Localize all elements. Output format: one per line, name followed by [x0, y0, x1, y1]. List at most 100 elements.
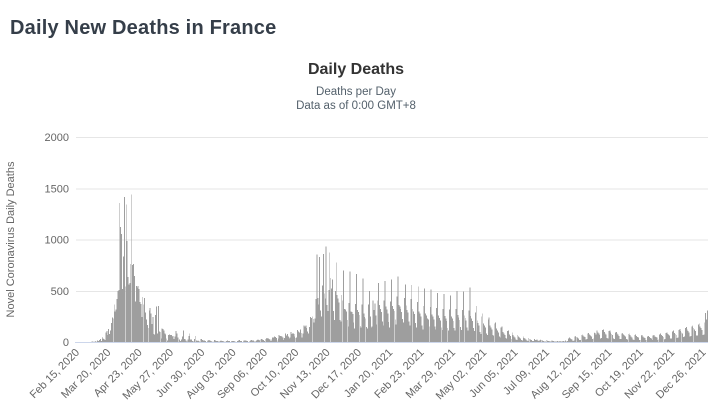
- bar: [154, 334, 156, 342]
- bar: [362, 278, 364, 342]
- bar: [190, 339, 192, 342]
- bar: [285, 333, 287, 342]
- bar: [543, 340, 544, 342]
- bar: [649, 337, 650, 342]
- bar: [342, 300, 344, 342]
- bar: [597, 332, 599, 342]
- bar: [578, 338, 579, 342]
- bar: [611, 333, 613, 342]
- bar: [111, 317, 113, 342]
- bar: [610, 332, 612, 342]
- bar: [589, 334, 591, 342]
- bar: [575, 335, 577, 342]
- bar: [280, 336, 282, 342]
- bar: [244, 340, 246, 342]
- bar: [228, 341, 230, 342]
- bar: [639, 339, 641, 342]
- bar: [187, 339, 189, 342]
- bar: [306, 327, 308, 342]
- bar: [279, 335, 281, 342]
- bar: [152, 317, 154, 342]
- bar: [321, 285, 323, 342]
- bar: [328, 290, 330, 342]
- bar: [161, 328, 163, 342]
- bar: [681, 332, 683, 342]
- bar: [188, 336, 190, 342]
- bar: [371, 326, 373, 342]
- bar: [253, 341, 255, 342]
- bar: [133, 264, 134, 342]
- bar: [345, 309, 346, 342]
- bar: [268, 338, 270, 342]
- bar: [694, 329, 696, 342]
- bar: [456, 290, 458, 342]
- bar: [674, 333, 676, 342]
- bar: [520, 338, 521, 342]
- bar: [177, 337, 179, 342]
- bar: [347, 326, 349, 343]
- bar: [395, 324, 397, 342]
- bar: [473, 328, 474, 342]
- bar: [386, 309, 388, 342]
- bar: [284, 338, 286, 342]
- bar: [649, 337, 651, 342]
- bar: [554, 341, 556, 342]
- bar: [130, 263, 132, 342]
- bar: [316, 254, 318, 342]
- bar: [99, 340, 100, 342]
- bar: [452, 320, 454, 342]
- bar: [656, 337, 658, 342]
- bar: [116, 299, 118, 342]
- bar: [108, 328, 110, 342]
- bar: [537, 340, 539, 342]
- bar: [283, 339, 285, 342]
- bar: [194, 336, 196, 342]
- bar: [670, 338, 672, 342]
- bar: [114, 311, 116, 342]
- bar: [505, 337, 507, 342]
- bar: [305, 325, 307, 342]
- bar: [176, 333, 178, 342]
- bar: [556, 340, 558, 342]
- bar: [557, 341, 559, 342]
- bar: [392, 309, 394, 342]
- bar: [400, 309, 402, 342]
- bar: [196, 340, 198, 342]
- bar: [581, 334, 583, 342]
- bar: [333, 320, 335, 342]
- bar: [346, 320, 348, 342]
- bar: [591, 336, 592, 342]
- bar: [99, 339, 101, 342]
- bar: [288, 338, 290, 342]
- bar: [165, 334, 167, 342]
- bar: [502, 331, 504, 342]
- bar: [436, 308, 438, 342]
- bar: [380, 309, 381, 342]
- bar: [508, 330, 509, 342]
- bar: [171, 336, 173, 342]
- bar: [494, 323, 496, 342]
- bar: [273, 337, 275, 342]
- bar: [612, 335, 614, 342]
- bar: [618, 335, 620, 342]
- bar: [586, 339, 588, 342]
- bar: [671, 338, 673, 342]
- bar: [522, 336, 524, 342]
- bar: [415, 322, 416, 342]
- bar: [604, 333, 606, 342]
- bar: [650, 338, 652, 342]
- bar: [110, 330, 111, 342]
- bar: [539, 339, 541, 342]
- bar: [106, 330, 108, 342]
- bar: [403, 322, 404, 342]
- bar: [372, 300, 374, 342]
- bar: [585, 339, 587, 342]
- bar: [417, 286, 419, 342]
- bar: [160, 338, 162, 342]
- bar: [534, 339, 536, 342]
- bar: [594, 332, 596, 342]
- bar: [389, 327, 391, 342]
- bar: [675, 334, 677, 342]
- bar: [485, 327, 486, 342]
- bar: [298, 332, 300, 342]
